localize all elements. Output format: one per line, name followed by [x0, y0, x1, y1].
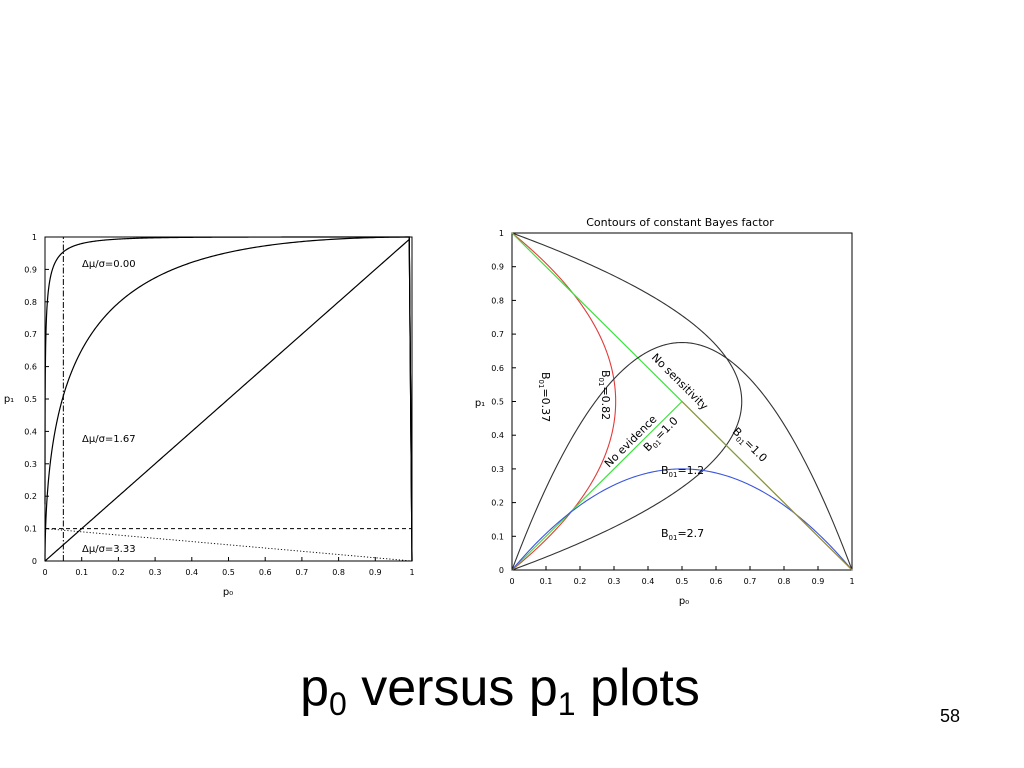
x-tick-label: 0.1	[75, 568, 88, 577]
x-tick-label: 1	[409, 568, 414, 577]
x-tick-label: 0	[42, 568, 47, 577]
contour-curves	[511, 232, 853, 571]
x-tick-label: 0.7	[744, 577, 757, 586]
annotation-separation-1-67: Δμ/σ=1.67	[82, 434, 136, 445]
x-tick-label: 0.3	[608, 577, 621, 586]
y-tick-label: 0	[32, 557, 37, 566]
x-axis-title: p₀	[679, 596, 689, 607]
x-axis-ticks: 0 0.1 0.2 0.3 0.4 0.5 0.6 0.7 0.8 0.9 1	[509, 566, 855, 586]
y-tick-label: 0.4	[24, 427, 37, 436]
y-tick-label: 0.6	[491, 364, 504, 373]
label-b01-2-7: B01=2.7	[661, 527, 704, 542]
y-axis-title: p₁	[475, 398, 485, 409]
contour-b01-2-7	[511, 341, 853, 571]
label-b01-1-0-antidiagonal: B01=1.0	[728, 425, 769, 466]
curve-2	[44, 236, 413, 562]
y-axis-ticks: 0 0.1 0.2 0.3 0.4 0.5 0.6 0.7 0.8 0.9 1	[491, 229, 516, 575]
y-tick-label: 0.7	[491, 330, 504, 339]
x-tick-label: 0.7	[296, 568, 309, 577]
y-tick-label: 0.9	[491, 263, 504, 272]
x-tick-label: 0.4	[185, 568, 198, 577]
y-tick-label: 0.8	[24, 298, 37, 307]
y-tick-label: 0.3	[24, 460, 37, 469]
label-b01-1-2: B01=1.2	[661, 464, 704, 479]
x-tick-label: 0.4	[642, 577, 655, 586]
x-tick-label: 1	[849, 577, 854, 586]
label-b01-0-82: B01=0.82	[597, 370, 612, 420]
x-axis-ticks: 0 0.1 0.2 0.3 0.4 0.5 0.6 0.7 0.8 0.9 1	[42, 557, 415, 577]
x-axis-title: p₀	[223, 587, 233, 598]
x-tick-label: 0.5	[222, 568, 235, 577]
chart-title: Contours of constant Bayes factor	[586, 216, 774, 229]
y-axis-title: p₁	[4, 394, 14, 405]
y-tick-label: 0.5	[491, 398, 504, 407]
y-tick-label: 0.1	[24, 525, 37, 534]
contour-b01-0-37	[511, 232, 743, 571]
y-tick-label: 0.5	[24, 395, 37, 404]
y-tick-label: 0.6	[24, 363, 37, 372]
y-tick-label: 0.8	[491, 296, 504, 305]
annotation-no-evidence: No evidence	[602, 412, 660, 470]
y-tick-label: 1	[499, 229, 504, 238]
y-tick-label: 0.2	[24, 492, 37, 501]
overlay-line	[681, 401, 853, 571]
x-tick-label: 0.9	[812, 577, 825, 586]
annotation-separation-3-33: Δμ/σ=3.33	[82, 544, 136, 555]
annotation-separation-0: Δμ/σ=0.00	[82, 259, 136, 270]
x-tick-label: 0.8	[332, 568, 345, 577]
x-tick-label: 0.8	[778, 577, 791, 586]
x-tick-label: 0.3	[149, 568, 162, 577]
curve-3	[44, 528, 413, 562]
x-tick-label: 0.6	[259, 568, 272, 577]
y-tick-label: 0.1	[491, 532, 504, 541]
contour-b01-0-82	[511, 232, 617, 571]
reference-lines	[45, 237, 412, 561]
y-tick-label: 0	[499, 566, 504, 575]
y-tick-label: 0.3	[491, 465, 504, 474]
curve-1	[44, 236, 413, 562]
x-tick-label: 0.2	[574, 577, 587, 586]
contour-b01-1-diagonal	[511, 401, 683, 571]
page-number: 58	[939, 706, 961, 726]
y-tick-label: 0.7	[24, 330, 37, 339]
x-tick-label: 0.9	[369, 568, 382, 577]
x-tick-label: 0.6	[710, 577, 723, 586]
label-b01-0-37: B01=0.37	[537, 372, 552, 422]
curves	[44, 236, 413, 562]
x-tick-label: 0.1	[540, 577, 553, 586]
y-tick-label: 1	[32, 233, 37, 242]
y-tick-label: 0.9	[24, 265, 37, 274]
x-tick-label: 0	[509, 577, 514, 586]
y-tick-label: 0.2	[491, 499, 504, 508]
x-tick-label: 0.2	[112, 568, 125, 577]
x-tick-label: 0.5	[676, 577, 689, 586]
curve-0	[44, 238, 413, 562]
y-tick-label: 0.4	[491, 431, 504, 440]
slide-title: p0 versus p1 plots	[300, 659, 700, 722]
